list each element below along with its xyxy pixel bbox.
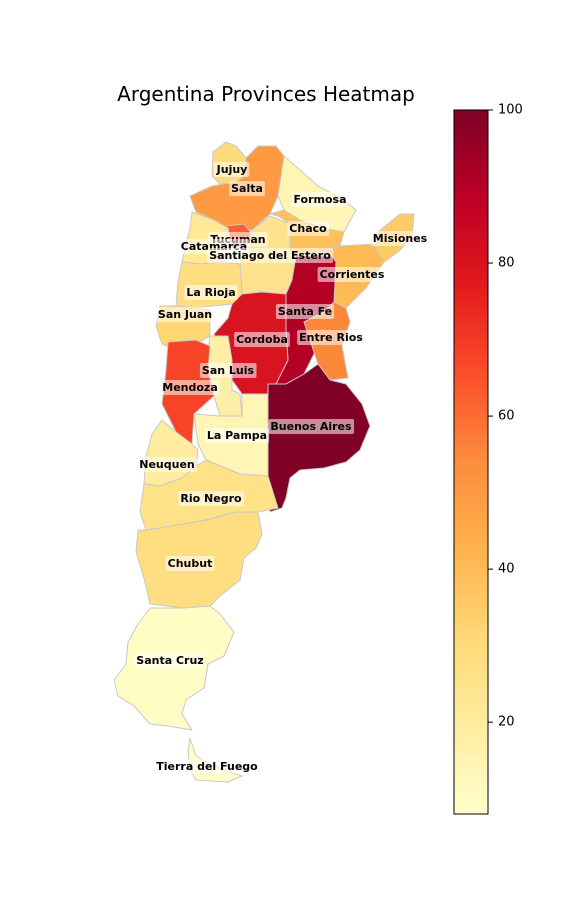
province-label-jujuy: Jujuy [216,163,248,176]
province-label-bg-san-juan [155,307,215,322]
province-label-bg-la-rioja [184,285,238,300]
province-label-santa-fe: Santa Fe [278,305,332,318]
colorbar-tick-label: 20 [498,715,515,730]
province-label-bg-cordoba [234,332,290,347]
province-label-corrientes: Corrientes [320,268,385,281]
province-label-neuquen: Neuquen [139,458,195,471]
province-label-bg-san-luis [199,363,257,378]
province-label-bg-corrientes [317,267,387,282]
province-label-bg-jujuy [213,162,250,177]
province-buenos-aires [267,363,371,513]
colorbar-ticks: 20 40 60 80 100 [488,103,523,730]
province-label-rio-negro: Rio Negro [180,492,242,505]
province-label-bg-misiones [370,231,430,246]
province-label-buenos-aires: Buenos Aires [270,420,352,433]
province-label-entre-rios: Entre Rios [299,331,363,344]
colorbar: 20 40 60 80 100 [453,103,523,815]
province-label-chaco: Chaco [289,222,327,235]
province-label-cordoba: Cordoba [236,333,288,346]
province-label-santa-cruz: Santa Cruz [136,654,203,667]
colorbar-tick-label: 80 [498,256,515,271]
province-label-bg-buenos-aires [268,419,355,434]
province-label-bg-santiago-del-estero [207,248,334,263]
province-label-bg-neuquen [137,457,197,472]
province-label-chubut: Chubut [168,557,213,570]
province-label-bg-formosa [291,192,349,207]
province-label-bg-entre-rios [297,330,366,345]
province-label-bg-la-pampa [204,428,270,443]
province-label-bg-chubut [165,556,215,571]
province-label-bg-chaco [287,221,330,236]
province-label-bg-salta [229,181,265,196]
province-label-san-juan: San Juan [158,308,212,321]
province-label-misiones: Misiones [373,232,428,245]
colorbar-tick-label: 100 [498,103,523,118]
province-label-la-pampa: La Pampa [207,429,267,442]
province-label-bg-santa-fe [275,304,335,319]
province-label-bg-rio-negro [178,491,245,506]
province-label-salta: Salta [231,182,263,195]
province-labels: JujuySaltaFormosaChacoMisionesTucumanCat… [134,162,430,774]
province-label-san-luis: San Luis [202,364,255,377]
province-label-formosa: Formosa [293,193,346,206]
colorbar-gradient [453,109,489,815]
colorbar-tick-label: 60 [498,409,515,424]
province-label-santiago-del-estero: Santiago del Estero [209,249,331,262]
province-label-la-rioja: La Rioja [186,286,235,299]
chart-title: Argentina Provinces Heatmap [117,82,415,106]
province-label-tierra-del-fuego: Tierra del Fuego [156,760,258,773]
province-label-mendoza: Mendoza [162,381,218,394]
colorbar-tick-label: 40 [498,562,515,577]
province-label-bg-tierra-del-fuego [154,759,261,774]
province-label-bg-santa-cruz [134,653,206,668]
province-label-bg-mendoza [160,380,220,395]
